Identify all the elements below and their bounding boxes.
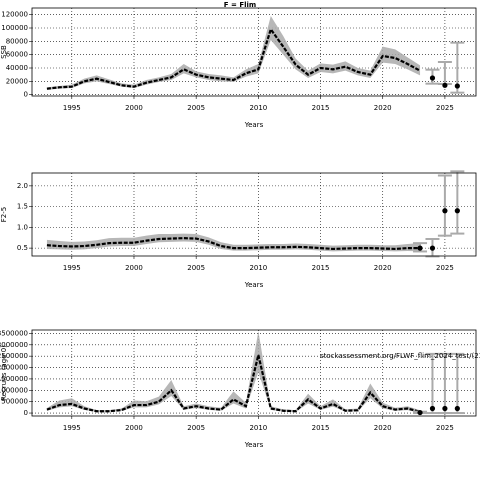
y-tick-label: 1.5 <box>17 203 28 211</box>
x-tick-label: 2015 <box>312 424 330 432</box>
x-tick-label: 2000 <box>125 104 143 112</box>
y-tick-label: 40000 <box>6 64 28 72</box>
x-tick-label: 1995 <box>63 104 81 112</box>
projection-point <box>429 245 436 251</box>
y-tick-label: 2000000 <box>0 364 28 372</box>
confidence-band <box>46 16 421 90</box>
y-tick-label: 3000000 <box>0 341 28 349</box>
estimate-line <box>46 26 421 90</box>
x-tick-label: 2025 <box>436 424 454 432</box>
x-tick-label: 1995 <box>63 424 81 432</box>
x-tick-label: 2020 <box>374 424 392 432</box>
chart-title: F = Flim <box>224 1 256 9</box>
y-tick-label: 80000 <box>6 37 28 45</box>
x-tick-label: 2025 <box>436 264 454 272</box>
y-tick-label: 0 <box>24 409 28 417</box>
y-tick-label: 100000 <box>1 24 28 32</box>
y-tick-label: 2500000 <box>0 352 28 360</box>
confidence-band <box>46 331 421 413</box>
y-tick-label: 1.0 <box>17 223 28 231</box>
x-tick-label: 2015 <box>312 104 330 112</box>
projection-point <box>429 75 436 81</box>
x-tick-label: 2005 <box>187 424 205 432</box>
y-tick-label: 2.0 <box>17 182 28 190</box>
x-axis-label: Years <box>244 441 264 449</box>
x-tick-label: 2010 <box>249 424 267 432</box>
x-tick-label: 2000 <box>125 264 143 272</box>
x-tick-label: 2005 <box>187 264 205 272</box>
projection-point <box>429 405 436 412</box>
y-tick-label: 1000000 <box>0 386 28 394</box>
y-tick-label: 120000 <box>1 11 28 19</box>
projection-point <box>454 405 460 412</box>
plot-frame <box>31 329 477 417</box>
projection-point <box>442 82 448 88</box>
projection-point <box>417 409 423 416</box>
x-tick-label: 1995 <box>63 264 81 272</box>
x-tick-label: 2005 <box>187 104 205 112</box>
estimate-line <box>46 237 421 251</box>
y-tick-label: 0 <box>24 91 28 99</box>
plot-frame <box>31 7 477 97</box>
x-tick-label: 2025 <box>436 104 454 112</box>
x-axis-label: Years <box>244 281 264 289</box>
y-axis-label: SSB <box>0 45 8 59</box>
y-tick-label: 60000 <box>6 51 28 59</box>
y-axis-label: F2-5 <box>0 207 8 222</box>
confidence-band <box>46 233 421 252</box>
x-tick-label: 2015 <box>312 264 330 272</box>
y-tick-label: 0.5 <box>17 244 28 252</box>
estimate-line <box>46 354 421 413</box>
plot-frame <box>31 172 477 257</box>
projection-point <box>442 405 448 412</box>
y-tick-label: 1500000 <box>0 375 28 383</box>
annotation: stockassessment.org/FLWF_flim_2024_test/… <box>320 352 480 360</box>
y-axis-label: Recruits (age 0) <box>0 345 8 401</box>
projection-point <box>417 245 423 251</box>
y-tick-label: 3500000 <box>0 329 28 337</box>
x-tick-label: 2010 <box>249 104 267 112</box>
y-tick-label: 500000 <box>1 398 28 406</box>
x-tick-label: 2020 <box>374 104 392 112</box>
x-tick-label: 2010 <box>249 264 267 272</box>
projection-point <box>442 208 448 214</box>
projection-point <box>454 83 460 89</box>
projection-point <box>454 208 460 214</box>
x-tick-label: 2000 <box>125 424 143 432</box>
y-tick-label: 20000 <box>6 77 28 85</box>
x-tick-label: 2020 <box>374 264 392 272</box>
x-axis-label: Years <box>244 121 264 129</box>
